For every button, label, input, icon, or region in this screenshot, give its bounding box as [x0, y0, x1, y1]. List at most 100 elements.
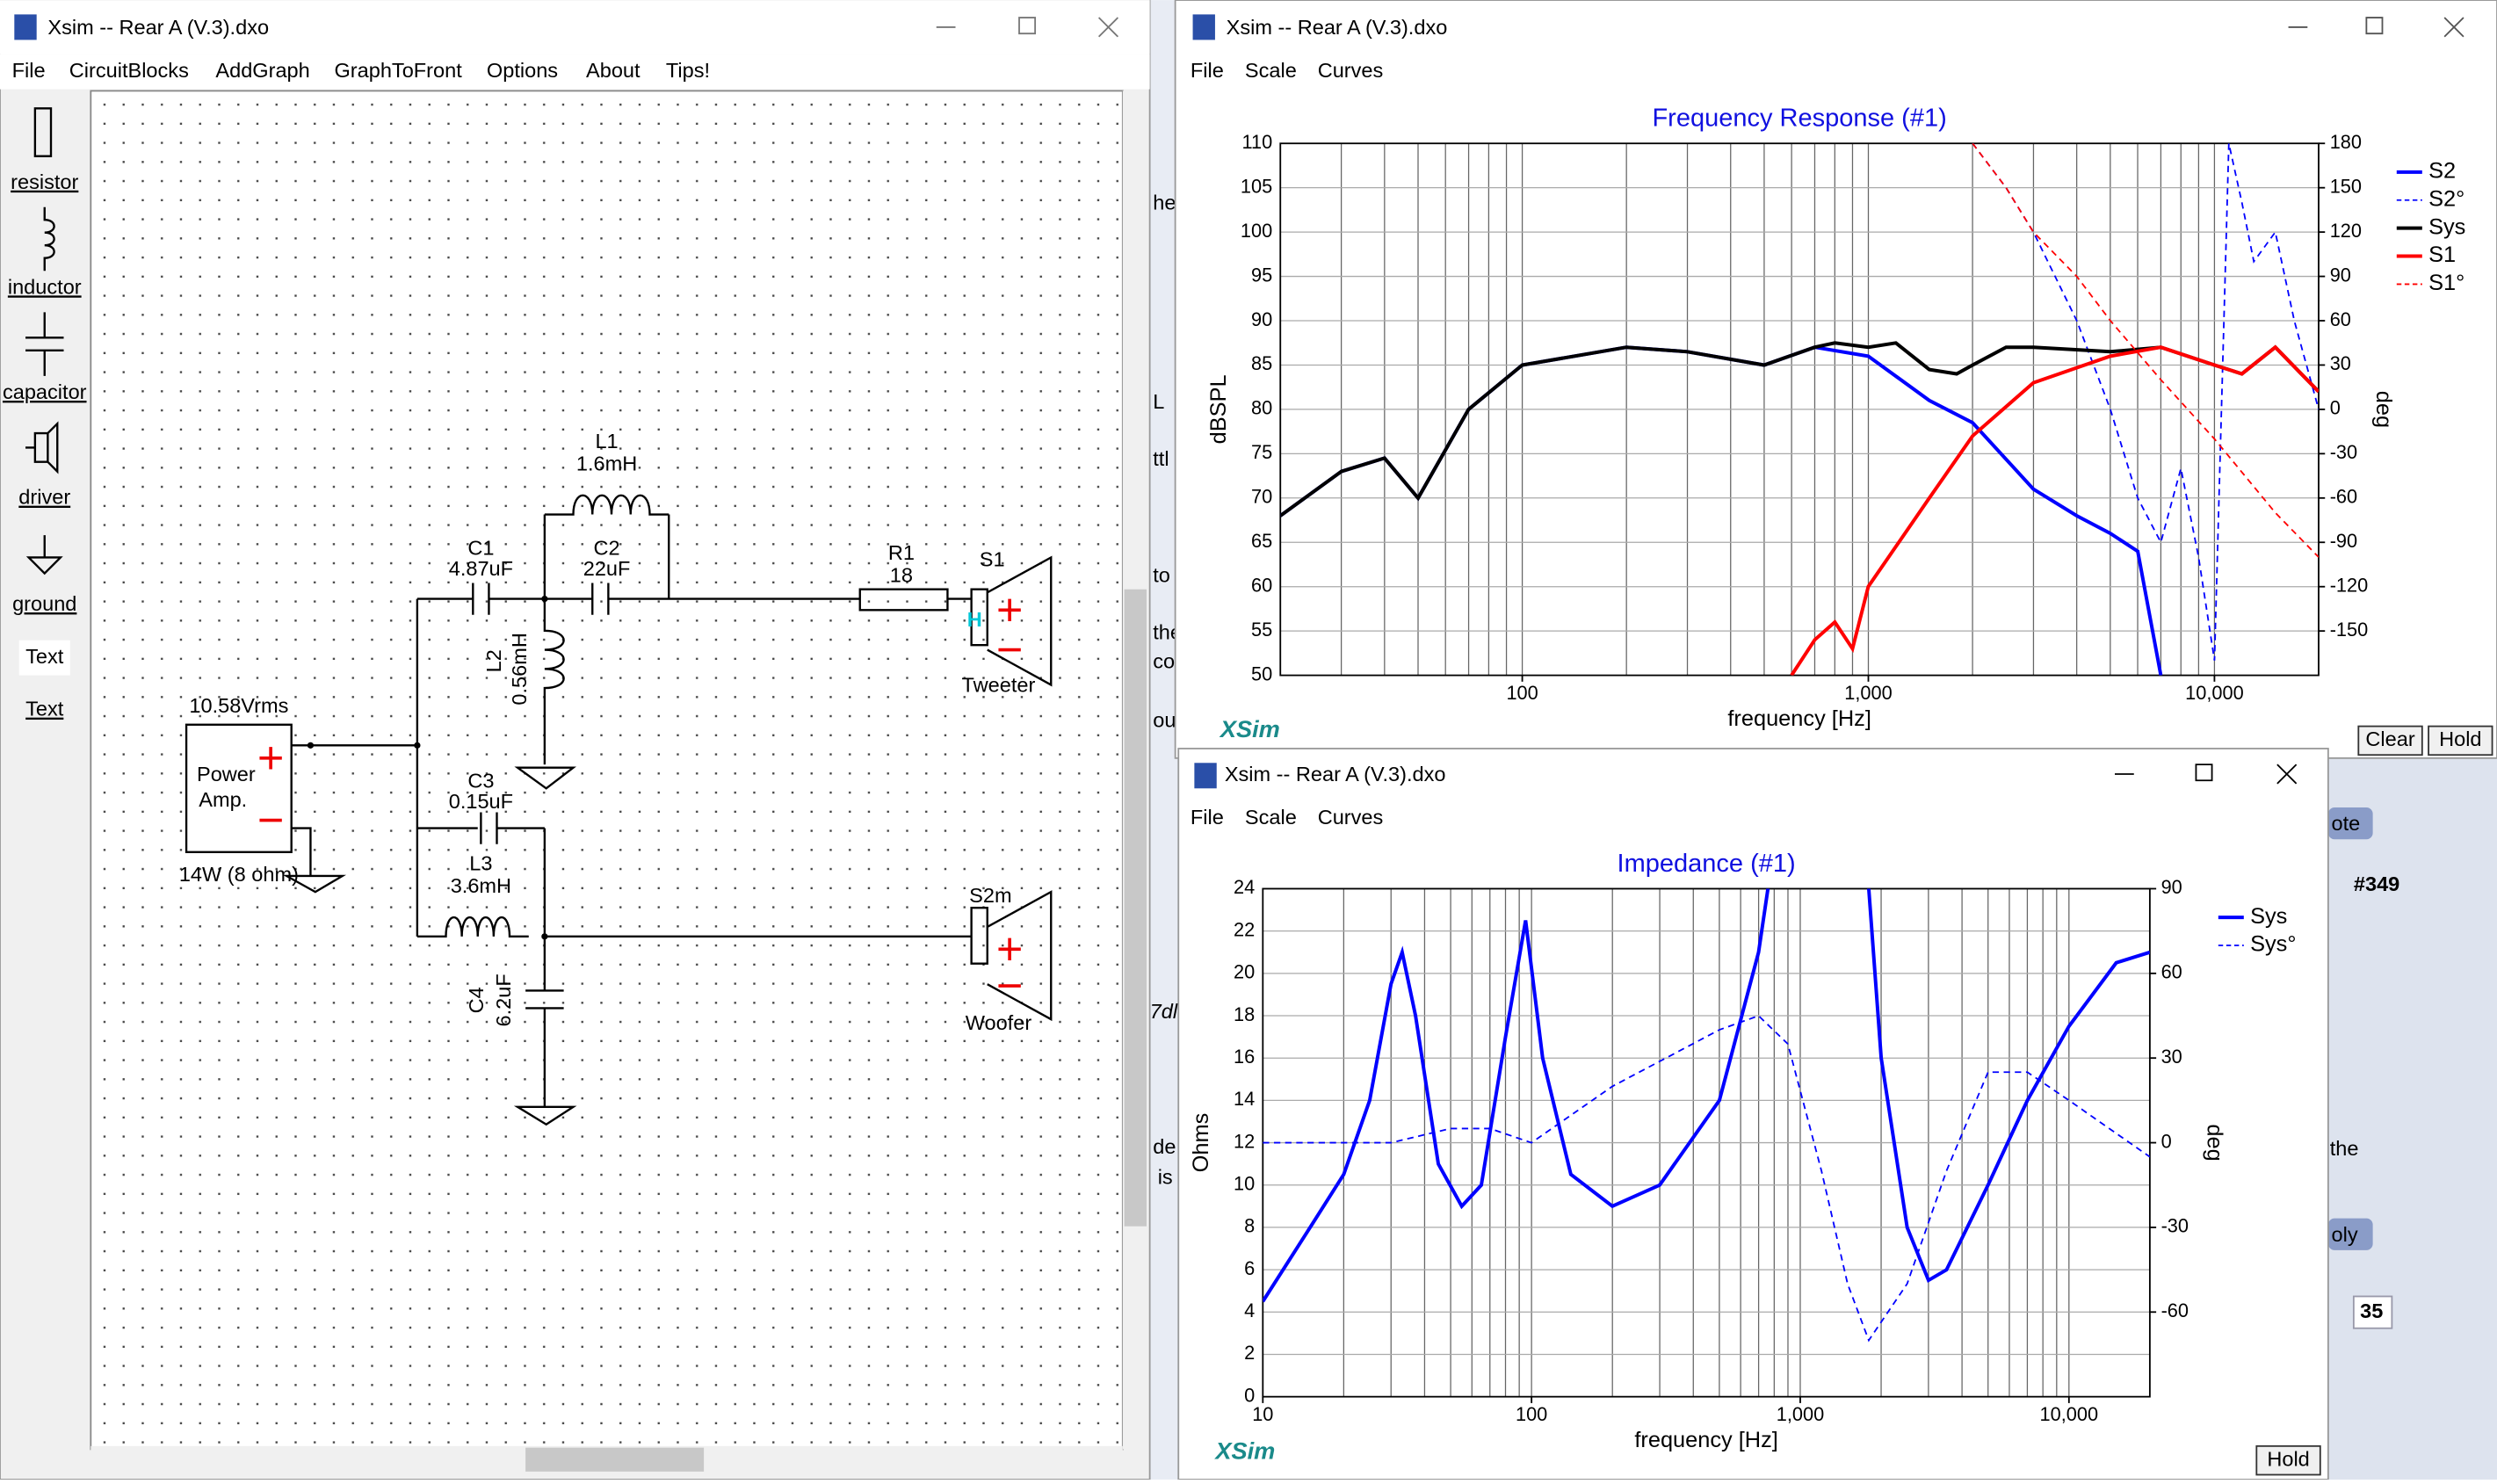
legend-label: S2 [2428, 159, 2456, 184]
chart: Impedance (#1)frequency [Hz]Ohms deg02468… [1189, 850, 2296, 1452]
y-tick-label: 16 [1234, 1046, 1255, 1068]
x-tick-label: 100 [1516, 1403, 1547, 1425]
impedance-window: Xsim -- Rear A (V.3).dxo File Scale Curv… [1177, 748, 2329, 1480]
y2-tick-label: -30 [2161, 1215, 2189, 1237]
bg-text: the [2330, 1137, 2359, 1160]
y2-tick-label: -60 [2161, 1299, 2189, 1321]
component-label: 10.58Vrms [189, 694, 288, 717]
y-tick-label: 20 [1234, 961, 1255, 983]
legend-label: S2° [2428, 186, 2464, 211]
y2-tick-label: -90 [2330, 530, 2357, 552]
junction [541, 595, 548, 603]
response-window: Xsim -- Rear A (V.3).dxo File Scale Curv… [1174, 0, 2497, 759]
bg-text: L [1153, 390, 1164, 413]
tool-button[interactable]: driver [18, 486, 70, 509]
menu-item[interactable]: Scale [1245, 806, 1297, 829]
series-line [1263, 888, 2150, 1303]
junction [541, 933, 548, 940]
y2-tick-label: -30 [2330, 441, 2357, 463]
tool-button[interactable]: Text [25, 645, 64, 668]
series-line [1263, 1015, 2150, 1343]
tool-button[interactable]: inductor [8, 275, 82, 298]
button-label[interactable]: Clear [2365, 728, 2414, 750]
component-label: 0.56mH [508, 633, 531, 705]
y-tick-label: 24 [1234, 876, 1255, 898]
bg-button [2327, 807, 2373, 840]
junction [414, 742, 421, 749]
window-title: Xsim -- Rear A (V.3).dxo [1225, 763, 1446, 785]
menu-item[interactable]: File [1191, 806, 1224, 829]
bg-text: ou [1153, 708, 1176, 731]
menu-item[interactable]: Options [487, 59, 558, 82]
chart: Frequency Response (#1) frequency [Hz] dBS… [1206, 105, 2465, 731]
component-label: H [967, 608, 982, 631]
y-tick-label: 85 [1251, 352, 1272, 374]
tool-button[interactable]: Text [25, 698, 64, 720]
legend-label: Sys [2250, 904, 2287, 929]
button[interactable] [2357, 725, 2423, 756]
menu-item[interactable]: Tips! [666, 59, 710, 82]
y2-tick-label: 30 [2330, 352, 2351, 374]
component-label: Amp. [199, 788, 247, 811]
bg-button [2327, 1218, 2373, 1250]
x-tick-label: 100 [1506, 682, 1538, 704]
component-label: C1 [467, 537, 494, 560]
button-label[interactable]: Hold [2439, 728, 2481, 750]
component-label: Tweeter [962, 674, 1036, 697]
y-tick-label: 105 [1241, 175, 1272, 197]
menu-item[interactable]: About [586, 59, 641, 82]
junction [307, 742, 315, 749]
brand: XSim [1213, 1437, 1275, 1464]
y-tick-label: 55 [1251, 619, 1272, 641]
component-label: 14W (8 ohm) [179, 863, 299, 886]
legend-label: Sys [2428, 214, 2465, 239]
y-tick-label: 110 [1242, 131, 1273, 153]
button-label[interactable]: Hold [2267, 1447, 2309, 1470]
y-tick-label: 0 [1244, 1384, 1255, 1406]
menu-item[interactable]: Curves [1318, 59, 1384, 82]
component-label: C4 [465, 987, 488, 1013]
series-line [1972, 143, 2319, 558]
component-label: S2m [969, 884, 1011, 907]
y-tick-label: 10 [1234, 1172, 1255, 1194]
y-tick-label: 70 [1251, 486, 1272, 508]
menu-item[interactable]: GraphToFront [334, 59, 462, 82]
y-tick-label: 65 [1251, 530, 1272, 552]
series-line [1790, 344, 2319, 676]
x-axis-label: frequency [Hz] [1727, 706, 1871, 731]
component-label: L3 [469, 852, 492, 875]
bg-text: 35 [2360, 1299, 2383, 1322]
bg-text: oly [2332, 1223, 2358, 1246]
bg-text: #349 [2354, 872, 2399, 895]
component-label: 1.6mH [576, 452, 637, 475]
tool-button[interactable]: resistor [11, 170, 78, 193]
legend-label: S1° [2428, 271, 2464, 295]
y-tick-label: 2 [1244, 1342, 1255, 1364]
button[interactable] [2255, 1444, 2321, 1476]
menu-item[interactable]: AddGraph [215, 59, 309, 82]
menu-item[interactable]: File [12, 59, 46, 82]
legend-label: S1 [2428, 243, 2456, 267]
y-tick-label: 95 [1251, 264, 1272, 286]
menu-item[interactable]: File [1191, 59, 1224, 82]
tool-button[interactable]: capacitor [3, 380, 87, 403]
x-tick-label: 10,000 [2185, 682, 2244, 704]
y-axis-label: dBSPL [1206, 374, 1231, 444]
window-title: Xsim -- Rear A (V.3).dxo [1227, 16, 1448, 39]
y-tick-label: 12 [1234, 1130, 1255, 1152]
tool-button[interactable]: ground [12, 592, 76, 615]
chart-title: Frequency Response (#1) [1652, 105, 1946, 133]
menu-item[interactable]: Curves [1318, 806, 1384, 829]
y-tick-label: 8 [1244, 1215, 1255, 1237]
y2-tick-label: 30 [2161, 1046, 2182, 1068]
component-label: Power [197, 763, 256, 785]
button[interactable] [2428, 725, 2493, 756]
bg-box [2352, 1295, 2393, 1329]
bg-text: co [1153, 649, 1175, 672]
x-axis-label: frequency [Hz] [1634, 1428, 1778, 1452]
menu-item[interactable]: CircuitBlocks [69, 59, 189, 82]
menu-item[interactable]: Scale [1245, 59, 1297, 82]
y2-tick-label: 60 [2161, 961, 2182, 983]
bg-text: 7dl [1150, 1000, 1178, 1023]
